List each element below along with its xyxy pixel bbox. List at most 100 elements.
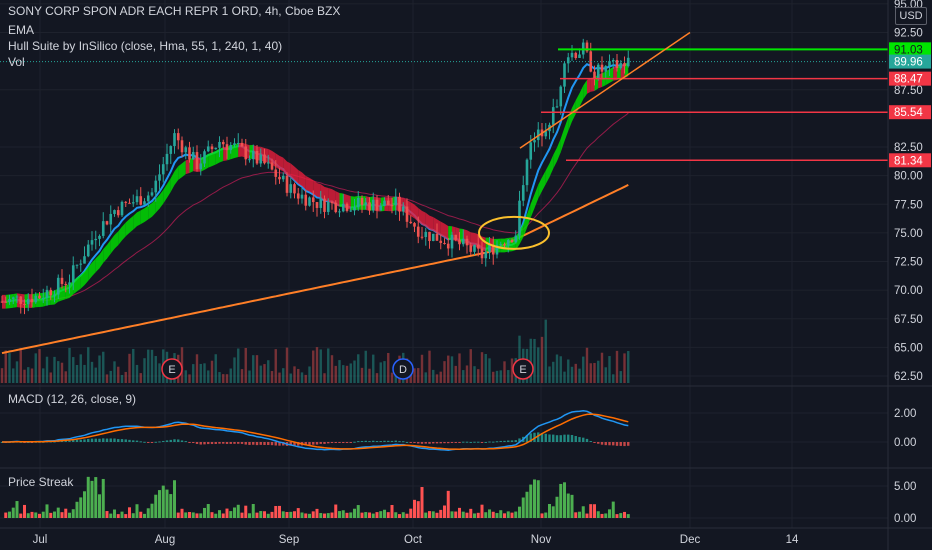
streak-bar [293, 511, 296, 518]
chart-drawings[interactable] [0, 31, 888, 250]
volume-bar [469, 349, 472, 383]
streak-bar [319, 513, 323, 518]
candle-body [390, 205, 394, 207]
streak-bar [476, 512, 480, 518]
streak-bar [341, 510, 345, 518]
hull-suite-legend[interactable]: Hull Suite by InSilico (close, Hma, 55, … [8, 39, 283, 53]
hull-band-segment [305, 175, 310, 192]
streak-bar [124, 514, 128, 518]
volume-legend[interactable]: Vol [8, 55, 25, 69]
price-tick-label: 92.50 [894, 28, 923, 40]
macd-legend[interactable]: MACD (12, 26, close, 9) [8, 392, 137, 406]
candle-body [30, 298, 34, 303]
volume-bar [244, 347, 247, 383]
hull-band-segment [298, 169, 302, 187]
candle-body [495, 244, 499, 255]
hull-band-segment [324, 186, 329, 202]
streak-bar [173, 480, 176, 518]
streak-bar [296, 508, 300, 518]
volume-bar [147, 349, 150, 383]
candle-body [244, 146, 248, 160]
macd-histogram-bar [87, 438, 90, 442]
candle-body [446, 243, 450, 249]
time-axis[interactable]: Jul Aug Sep Oct Nov Dec 14 [33, 534, 799, 546]
hull-band-segment [159, 189, 164, 209]
macd-histogram-bar [480, 442, 484, 443]
volume-bar [143, 358, 146, 383]
candle-body [394, 196, 398, 206]
hull-band-segment [437, 219, 441, 236]
price-streak-legend[interactable]: Price Streak [8, 475, 74, 489]
candle-body [259, 154, 263, 164]
hull-band-segment [568, 107, 572, 132]
macd-histogram-bar [199, 442, 202, 445]
candle-body [364, 202, 368, 205]
volume-bar [589, 363, 592, 383]
macd-histogram-bar [214, 442, 217, 444]
streak-bar [255, 512, 259, 518]
macd-histogram-bar [424, 442, 427, 444]
streak-bar [135, 504, 139, 518]
price-tag [889, 71, 931, 86]
volume-bar [544, 319, 547, 383]
streak-bar [574, 512, 578, 518]
streak-bar [375, 512, 379, 518]
streak-bar [165, 489, 169, 518]
macd-histogram-bar [117, 439, 120, 442]
macd-histogram-bar [113, 438, 116, 442]
macd-histogram-bar [488, 441, 491, 443]
volume-bar [252, 355, 255, 383]
ema-legend[interactable]: EMA [8, 23, 35, 37]
time-tick-label: 14 [786, 534, 799, 546]
candle-body [203, 151, 206, 164]
macd-histogram-bar [518, 438, 521, 442]
price-axis[interactable]: 95.00 92.50 87.50 82.50 80.00 77.50 75.00 72.50… [894, 0, 923, 383]
macd-histogram-bar [439, 442, 442, 444]
hull-band-segment [613, 66, 617, 81]
volume-bar [297, 368, 300, 383]
candle-body [409, 221, 413, 224]
candle-body [23, 303, 26, 305]
streak-bar [8, 511, 11, 518]
volume-bar [582, 356, 585, 383]
volume-bar [184, 370, 187, 383]
streak-bar [394, 512, 398, 518]
streak-bar [398, 514, 401, 518]
candlesticks [0, 38, 630, 315]
volume-bar [323, 373, 326, 383]
volume-bar [439, 371, 442, 383]
candle-body [341, 203, 345, 212]
volume-bar [529, 338, 532, 383]
price-tag-label: 88.47 [894, 74, 923, 86]
candle-body [240, 142, 244, 147]
symbol-title[interactable]: SONY CORP SPON ADR EACH REPR 1 ORD, 4h, … [8, 4, 341, 18]
macd-histogram-bar [627, 442, 630, 446]
streak-bar [503, 513, 506, 518]
streak-bar [49, 512, 53, 518]
macd-histogram-bar [210, 442, 214, 445]
macd-histogram-bar [552, 434, 555, 442]
candle-body [41, 297, 45, 299]
macd-histogram-bar [465, 441, 469, 443]
streak-bar [379, 511, 383, 518]
streak-bar [146, 508, 150, 518]
volume-bar [454, 365, 457, 383]
streak-bar [566, 493, 570, 518]
streak-bar [581, 506, 585, 518]
macd-histogram-bar [473, 441, 476, 443]
macd-histogram-bar [529, 433, 532, 442]
hull-band-segment [609, 66, 614, 83]
candle-body [450, 234, 454, 249]
macd-histogram-bar [150, 442, 154, 443]
candle-body [79, 263, 83, 265]
currency-badge[interactable]: USD [895, 7, 927, 25]
hull-band-segment [103, 244, 107, 263]
candle-body [113, 210, 116, 214]
volume-bar [237, 348, 240, 383]
price-tick-label: 62.50 [894, 371, 923, 383]
hull-band-segment [13, 293, 17, 308]
volume-bar [124, 371, 127, 383]
